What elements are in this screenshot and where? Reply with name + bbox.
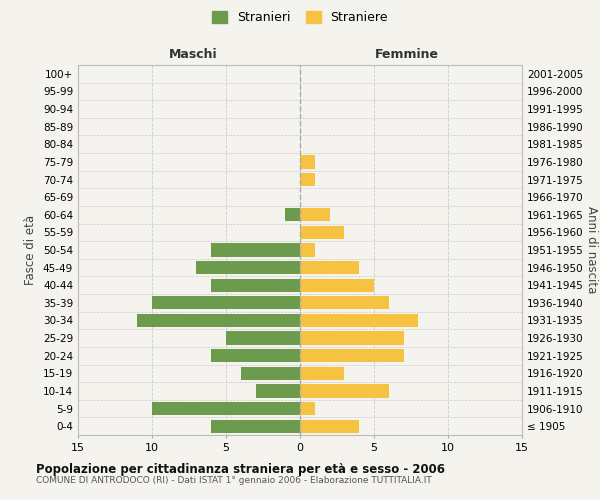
Legend: Stranieri, Straniere: Stranieri, Straniere — [207, 6, 393, 29]
Bar — [300, 349, 404, 362]
Bar — [300, 226, 344, 239]
Bar — [300, 420, 359, 433]
Y-axis label: Fasce di età: Fasce di età — [25, 215, 37, 285]
Bar — [300, 278, 374, 292]
Bar — [211, 244, 300, 256]
Bar — [300, 261, 359, 274]
Bar — [196, 261, 300, 274]
Bar — [211, 278, 300, 292]
Bar — [300, 244, 315, 256]
Text: COMUNE DI ANTRODOCO (RI) - Dati ISTAT 1° gennaio 2006 - Elaborazione TUTTITALIA.: COMUNE DI ANTRODOCO (RI) - Dati ISTAT 1°… — [36, 476, 432, 485]
Bar — [211, 349, 300, 362]
Bar — [152, 402, 300, 415]
Bar — [300, 314, 418, 327]
Bar — [300, 296, 389, 310]
Bar — [300, 156, 315, 168]
Bar — [226, 332, 300, 344]
Y-axis label: Anni di nascita: Anni di nascita — [584, 206, 598, 294]
Bar — [300, 332, 404, 344]
Bar — [256, 384, 300, 398]
Bar — [78, 65, 522, 435]
Bar — [300, 173, 315, 186]
Bar — [211, 420, 300, 433]
Bar — [300, 208, 329, 222]
Bar — [285, 208, 300, 222]
Bar — [300, 402, 315, 415]
Text: Popolazione per cittadinanza straniera per età e sesso - 2006: Popolazione per cittadinanza straniera p… — [36, 462, 445, 475]
Bar — [152, 296, 300, 310]
Text: Femmine: Femmine — [374, 48, 439, 62]
Text: Maschi: Maschi — [169, 48, 218, 62]
Bar — [300, 366, 344, 380]
Bar — [137, 314, 300, 327]
Bar — [241, 366, 300, 380]
Bar — [300, 384, 389, 398]
